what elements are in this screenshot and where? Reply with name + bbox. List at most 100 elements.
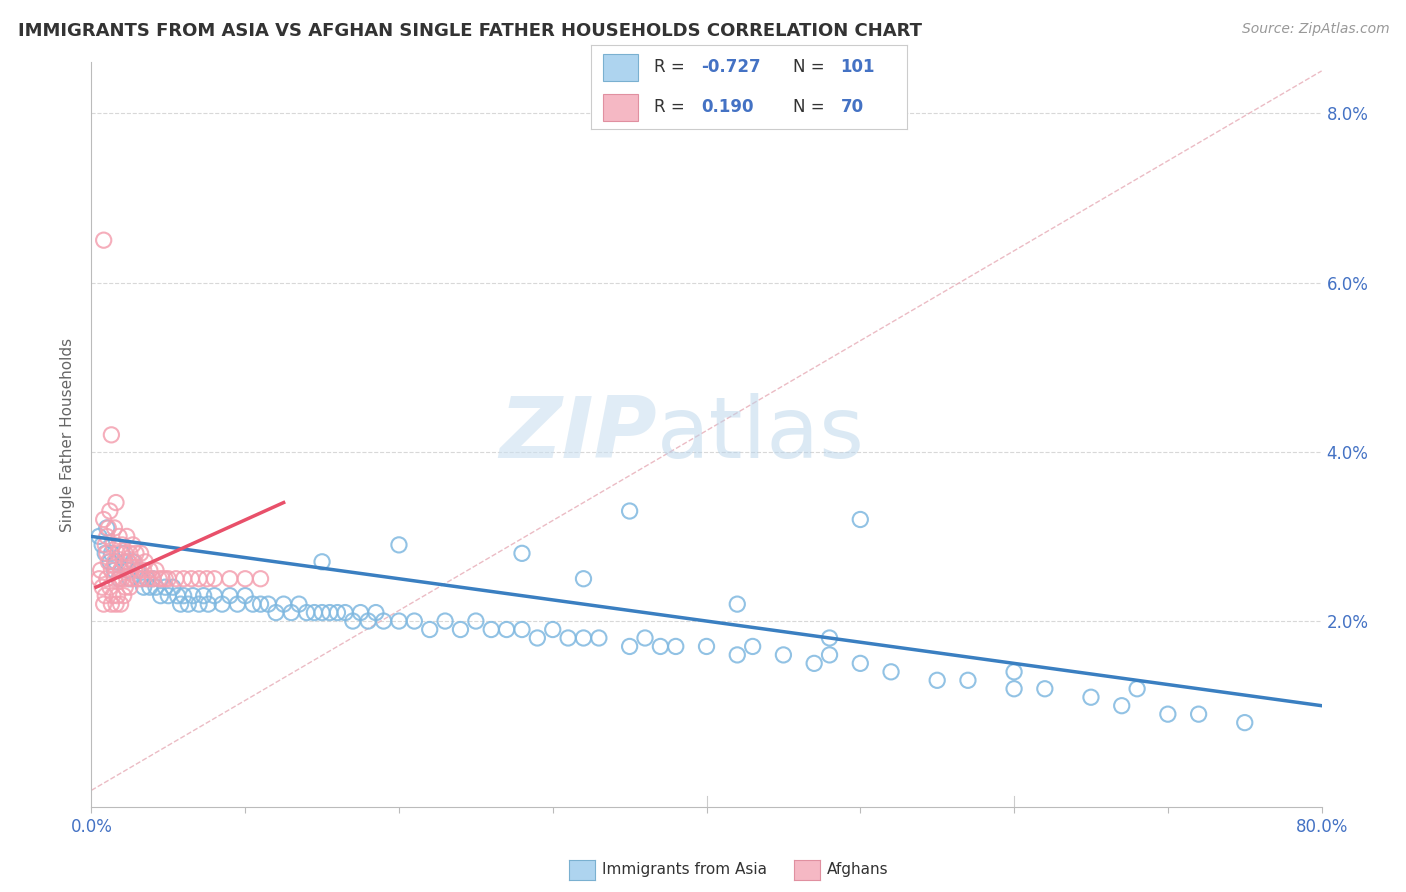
Point <box>288 597 311 611</box>
Point <box>87 529 110 543</box>
Point <box>741 640 763 654</box>
Text: 70: 70 <box>841 98 863 116</box>
Point <box>94 589 117 603</box>
Point <box>131 572 153 586</box>
Point <box>98 555 121 569</box>
Point <box>111 572 134 586</box>
Point <box>333 606 356 620</box>
Point <box>100 563 122 577</box>
Point <box>650 640 672 654</box>
Point <box>1002 665 1025 679</box>
Point <box>103 572 125 586</box>
Point <box>510 546 533 560</box>
Point <box>479 623 502 637</box>
Point <box>311 606 333 620</box>
Point <box>103 563 125 577</box>
Point <box>818 631 841 645</box>
Text: N =: N = <box>793 59 830 77</box>
Point <box>108 572 131 586</box>
Point <box>125 546 148 560</box>
Text: Afghans: Afghans <box>827 863 889 877</box>
Text: ZIP: ZIP <box>499 393 657 476</box>
Point <box>129 546 152 560</box>
Point <box>434 614 457 628</box>
Point <box>100 428 122 442</box>
Point <box>803 657 825 671</box>
Text: Immigrants from Asia: Immigrants from Asia <box>602 863 766 877</box>
Point <box>103 521 125 535</box>
Point <box>142 572 165 586</box>
Text: Source: ZipAtlas.com: Source: ZipAtlas.com <box>1241 22 1389 37</box>
Point <box>114 555 136 569</box>
Point <box>173 572 195 586</box>
Point <box>169 597 191 611</box>
Point <box>665 640 688 654</box>
Point <box>295 606 318 620</box>
Point <box>103 555 125 569</box>
Point <box>105 597 127 611</box>
Point <box>93 233 115 247</box>
Point <box>233 572 256 586</box>
Point <box>404 614 426 628</box>
Point <box>96 572 118 586</box>
Point <box>202 589 225 603</box>
Point <box>1080 690 1102 705</box>
Point <box>165 572 187 586</box>
Point <box>108 572 131 586</box>
Point <box>619 640 641 654</box>
Point <box>273 597 295 611</box>
Point <box>94 538 117 552</box>
Point <box>142 572 165 586</box>
Point <box>112 589 135 603</box>
Point <box>114 546 136 560</box>
Point <box>218 572 240 586</box>
Point <box>326 606 349 620</box>
Point <box>96 521 118 535</box>
Point <box>145 580 167 594</box>
Point <box>101 538 124 552</box>
Point <box>115 572 138 586</box>
Point <box>91 580 114 594</box>
Point <box>100 597 122 611</box>
Point <box>115 529 138 543</box>
Point <box>93 597 115 611</box>
Point <box>849 657 872 671</box>
Point <box>388 538 411 552</box>
Point <box>257 597 280 611</box>
Point <box>124 555 146 569</box>
Point <box>129 572 152 586</box>
Point <box>242 597 264 611</box>
Point <box>193 589 215 603</box>
Point <box>495 623 517 637</box>
Point <box>725 648 748 662</box>
Point <box>1111 698 1133 713</box>
Point <box>181 589 204 603</box>
Point <box>98 580 121 594</box>
Text: atlas: atlas <box>657 393 865 476</box>
Point <box>136 572 159 586</box>
Point <box>150 572 173 586</box>
Point <box>91 538 114 552</box>
Point <box>112 555 135 569</box>
Point <box>118 572 141 586</box>
Point <box>149 589 172 603</box>
Point <box>249 572 271 586</box>
Point <box>311 555 333 569</box>
Point <box>195 572 218 586</box>
Point <box>122 555 145 569</box>
Point <box>118 580 141 594</box>
Point <box>419 623 441 637</box>
Point <box>166 589 188 603</box>
Point <box>122 572 145 586</box>
Point <box>572 631 595 645</box>
Point <box>349 606 371 620</box>
Point <box>526 631 548 645</box>
Point <box>510 623 533 637</box>
Point <box>110 597 132 611</box>
Point <box>319 606 342 620</box>
Point <box>218 589 240 603</box>
Text: 0.190: 0.190 <box>702 98 754 116</box>
Point <box>134 555 156 569</box>
Point <box>449 623 471 637</box>
Point <box>139 563 162 577</box>
